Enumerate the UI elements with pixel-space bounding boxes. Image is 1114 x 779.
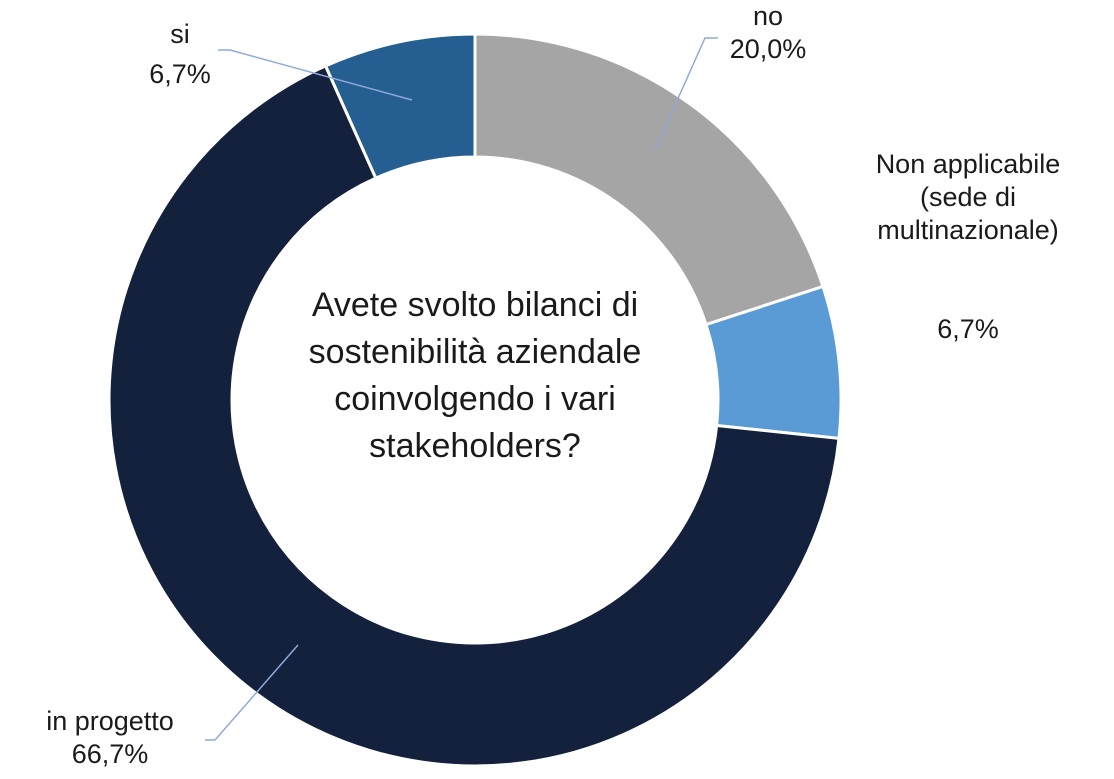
chart-title: Avete svolto bilanci di sostenibilità az… xyxy=(308,286,642,465)
leader-line xyxy=(218,49,413,101)
value-label: 66,7% xyxy=(71,739,149,769)
donut-slice xyxy=(107,63,841,768)
category-label: si xyxy=(170,19,190,49)
category-label: no xyxy=(752,1,784,31)
donut-slice xyxy=(323,32,477,181)
leader-line xyxy=(205,644,299,741)
donut-slice xyxy=(473,32,825,327)
category-label: Non applicabile (sede di multinazionale) xyxy=(875,149,1061,245)
value-label: 20,0% xyxy=(729,34,807,64)
leader-line xyxy=(654,37,718,151)
value-label: 6,7% xyxy=(149,59,211,89)
category-label: in progetto xyxy=(46,706,174,736)
value-label: 6,7% xyxy=(937,314,999,344)
